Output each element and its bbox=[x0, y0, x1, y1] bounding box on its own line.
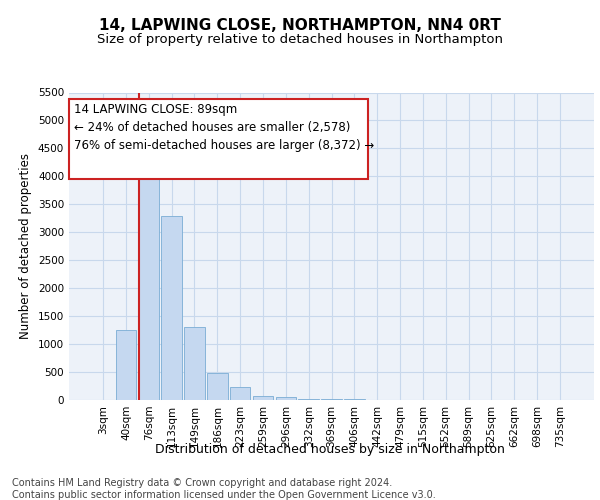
FancyBboxPatch shape bbox=[69, 98, 368, 178]
Text: Size of property relative to detached houses in Northampton: Size of property relative to detached ho… bbox=[97, 32, 503, 46]
Bar bbox=[116, 330, 136, 400]
Text: 14 LAPWING CLOSE: 89sqm
← 24% of detached houses are smaller (2,578)
76% of semi: 14 LAPWING CLOSE: 89sqm ← 24% of detache… bbox=[74, 104, 374, 152]
Y-axis label: Number of detached properties: Number of detached properties bbox=[19, 153, 32, 339]
Bar bbox=[184, 328, 205, 400]
Bar bbox=[321, 399, 342, 400]
Text: 14, LAPWING CLOSE, NORTHAMPTON, NN4 0RT: 14, LAPWING CLOSE, NORTHAMPTON, NN4 0RT bbox=[99, 18, 501, 32]
Bar bbox=[230, 388, 250, 400]
Text: Distribution of detached houses by size in Northampton: Distribution of detached houses by size … bbox=[155, 442, 505, 456]
Bar bbox=[207, 374, 227, 400]
Bar bbox=[344, 398, 365, 400]
Text: Contains public sector information licensed under the Open Government Licence v3: Contains public sector information licen… bbox=[12, 490, 436, 500]
Bar bbox=[298, 398, 319, 400]
Bar bbox=[139, 157, 159, 400]
Bar bbox=[253, 396, 273, 400]
Bar bbox=[275, 397, 296, 400]
Text: Contains HM Land Registry data © Crown copyright and database right 2024.: Contains HM Land Registry data © Crown c… bbox=[12, 478, 392, 488]
Bar bbox=[161, 216, 182, 400]
